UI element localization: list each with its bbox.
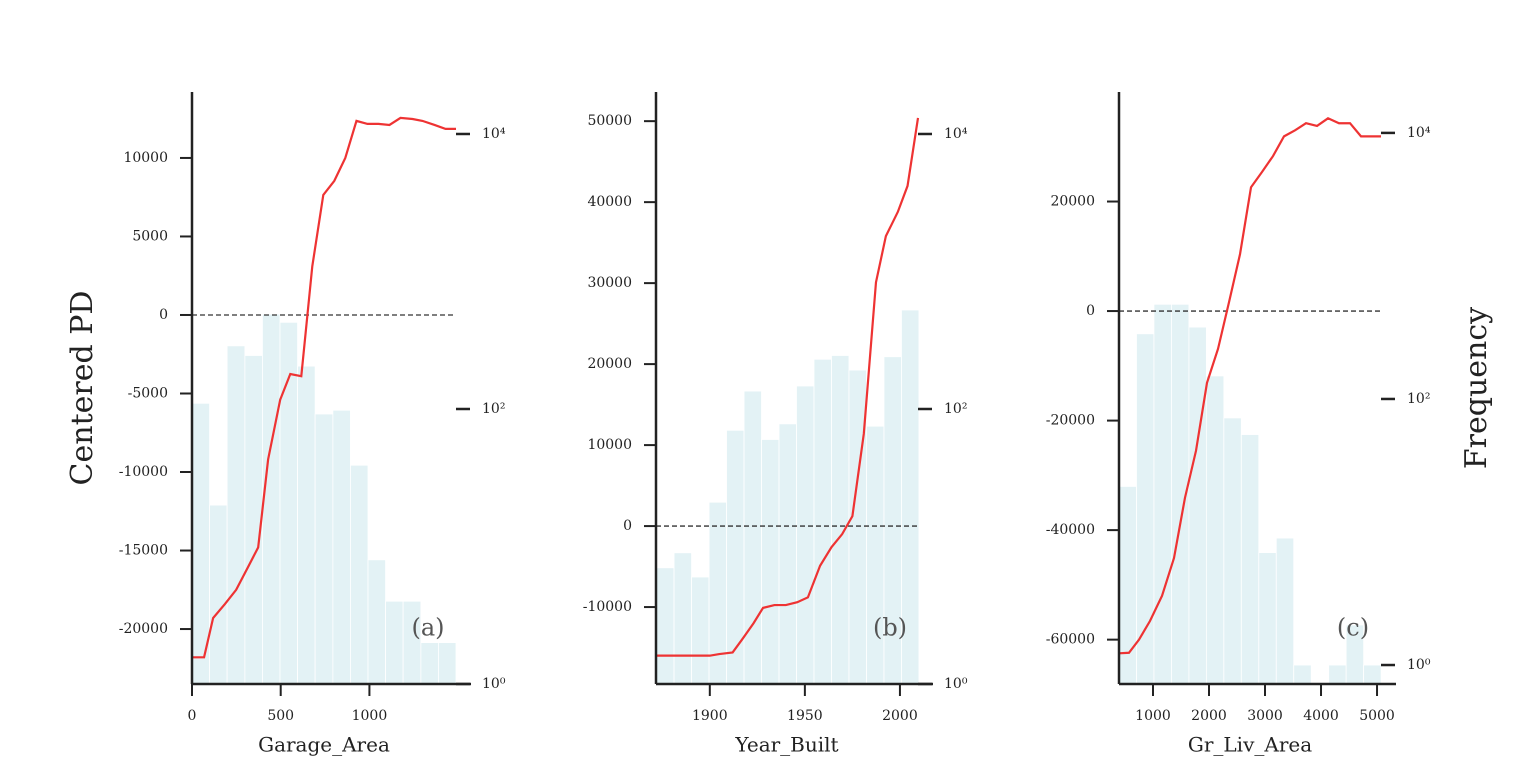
y2-tick-label: 10² xyxy=(944,401,967,417)
x-tick-label: 3000 xyxy=(1247,708,1283,724)
histogram-bar xyxy=(226,345,246,685)
pd-line xyxy=(192,116,456,659)
x-axis-label: Garage_Area xyxy=(258,733,390,757)
annotation: (c) xyxy=(1337,614,1369,642)
y-tick-label: 10000 xyxy=(587,437,632,453)
histogram-bar xyxy=(367,559,386,685)
y-tick-label: 50000 xyxy=(587,113,632,129)
pd-line xyxy=(1118,117,1381,655)
y-tick-label: 20000 xyxy=(1050,194,1095,210)
x-axis-label: Year_Built xyxy=(734,733,838,757)
x-tick-label: 5000 xyxy=(1359,708,1395,724)
x-tick-label: 2000 xyxy=(1191,708,1227,724)
y2-tick-label: 10⁴ xyxy=(944,126,968,142)
y-tick-label: 0 xyxy=(623,518,632,534)
y-tick-label: -60000 xyxy=(1046,632,1095,648)
y-tick-label: -5000 xyxy=(128,385,168,401)
histogram-bar xyxy=(314,413,334,685)
histogram-bar xyxy=(796,385,815,685)
annotation: (b) xyxy=(873,614,907,642)
histogram-bar xyxy=(1136,333,1155,685)
histogram-bar xyxy=(244,355,263,685)
y-tick-label: 10000 xyxy=(123,150,168,166)
histogram-bar xyxy=(1118,486,1137,685)
x-tick-label: 500 xyxy=(267,708,294,724)
histogram-bar xyxy=(385,600,404,685)
histogram-bar xyxy=(1258,552,1277,685)
x-tick-label: 1000 xyxy=(352,708,388,724)
y-tick-label: -40000 xyxy=(1046,522,1095,538)
y-tick-label: -20000 xyxy=(1046,413,1095,429)
y-axis-label: Centered PD xyxy=(65,291,100,486)
y-tick-label: 0 xyxy=(159,307,168,323)
pd-line xyxy=(656,117,920,657)
histogram-bar xyxy=(1293,664,1312,685)
histogram-bar xyxy=(420,642,439,685)
annotation: (a) xyxy=(411,614,444,642)
histogram-bar xyxy=(209,504,228,685)
histogram-bar xyxy=(866,425,885,685)
histogram-bar xyxy=(1153,303,1172,685)
histogram-bar xyxy=(1363,664,1382,685)
x-tick-label: 1000 xyxy=(1135,708,1171,724)
y-tick-label: -10000 xyxy=(119,464,168,480)
panel: -20000 -15000 -10000 -5000 0 5000 10000 0 500 100… xyxy=(65,92,506,757)
y2-tick-label: 10² xyxy=(482,401,505,417)
histogram-bar xyxy=(438,642,457,685)
y-tick-label: 0 xyxy=(1086,303,1095,319)
histogram-bar xyxy=(743,390,762,685)
histogram-bar xyxy=(1328,664,1347,685)
y2-tick-label: 10⁰ xyxy=(1407,657,1431,673)
y-tick-label: 30000 xyxy=(587,275,632,291)
y-tick-label: -10000 xyxy=(583,599,632,615)
histogram-bar xyxy=(673,552,692,685)
y-tick-label: -20000 xyxy=(119,621,168,637)
histogram-bar xyxy=(691,576,710,685)
histogram-bar xyxy=(332,409,351,685)
histogram-bar xyxy=(813,358,832,685)
x-tick-label: 4000 xyxy=(1303,708,1339,724)
histogram-bar xyxy=(262,313,281,685)
histogram-bar xyxy=(1223,417,1242,685)
histogram-bar xyxy=(761,439,780,685)
histogram-bar xyxy=(778,423,797,685)
y-tick-label: 40000 xyxy=(587,194,632,210)
histogram-bar xyxy=(726,429,745,685)
y2-tick-label: 10⁴ xyxy=(482,126,506,142)
histogram-bar xyxy=(708,501,727,685)
y2-tick-label: 10⁰ xyxy=(944,676,968,692)
y-tick-label: 20000 xyxy=(587,356,632,372)
histogram-bar xyxy=(297,365,316,685)
y2-tick-label: 10⁴ xyxy=(1407,125,1431,141)
x-tick-label: 1900 xyxy=(692,708,728,724)
histogram-bar xyxy=(1240,434,1260,685)
x-tick-label: 0 xyxy=(188,708,197,724)
histogram-bar xyxy=(350,464,369,685)
histogram-bar xyxy=(1188,326,1207,685)
histogram-bar xyxy=(831,355,850,685)
y2-tick-label: 10⁰ xyxy=(482,676,506,692)
y2-tick-label: 10² xyxy=(1407,391,1430,407)
panel: -60000 -40000 -20000 0 20000 1000 2000 3000 4000… xyxy=(1046,92,1494,757)
panel: -10000 0 10000 20000 30000 40000 50000 1900 1950… xyxy=(583,92,968,757)
x-tick-label: 2000 xyxy=(882,708,918,724)
y-tick-label: 5000 xyxy=(132,228,168,244)
histogram-bar xyxy=(1205,375,1225,685)
y2-axis-label: Frequency xyxy=(1459,307,1494,469)
histogram-bar xyxy=(656,567,675,685)
y-tick-label: -15000 xyxy=(119,543,168,559)
x-tick-label: 1950 xyxy=(787,708,823,724)
x-axis-label: Gr_Liv_Area xyxy=(1188,733,1312,757)
histogram-bar xyxy=(848,369,867,685)
histogram-bar xyxy=(1275,537,1295,685)
